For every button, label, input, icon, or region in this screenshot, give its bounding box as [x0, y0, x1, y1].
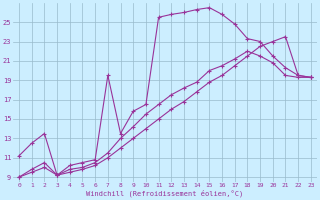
X-axis label: Windchill (Refroidissement éolien,°C): Windchill (Refroidissement éolien,°C)	[86, 190, 244, 197]
